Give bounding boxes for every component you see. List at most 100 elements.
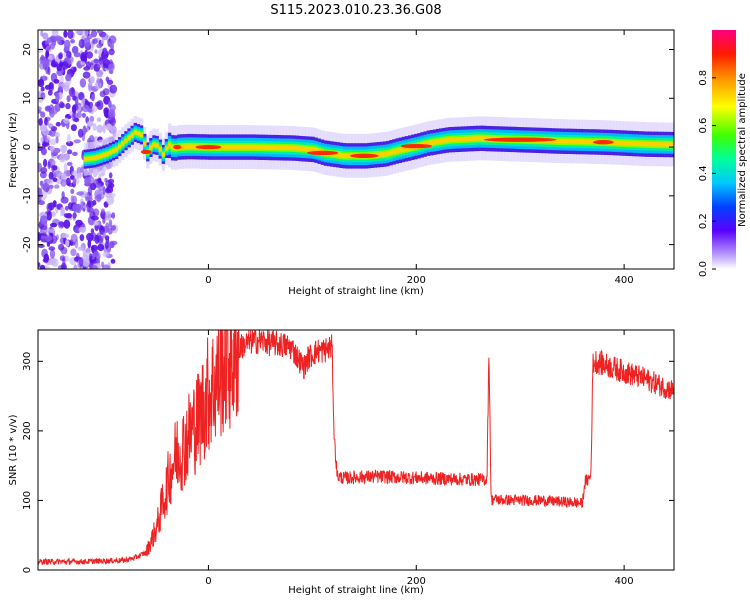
heatmap-ridge-cell [641, 141, 646, 147]
heatmap-noise-cell [82, 71, 91, 79]
heatmap-ridge-cell [342, 153, 346, 158]
heatmap-ridge-cell [136, 132, 141, 136]
heatmap-noise-cell [86, 51, 93, 59]
heatmap-ridge-cell [666, 142, 671, 147]
heatmap-noise-cell [90, 182, 97, 191]
heatmap-ridge-cell [295, 146, 300, 151]
heatmap-noise-cell [63, 162, 68, 173]
heatmap-ridge-cell [105, 152, 109, 156]
heatmap-noise-cell [52, 165, 58, 171]
heatmap-noise-cell [44, 116, 51, 122]
heatmap-noise-cell [108, 219, 113, 228]
heatmap-peak-cell [483, 137, 557, 142]
spectrogram-panel: 0 200 400 -20 -10 0 10 20 Height of straight l… [8, 29, 675, 297]
heatmap-noise-cell [77, 92, 85, 101]
heatmap-noise-cell [88, 101, 94, 109]
heatmap-ridge-cell [267, 145, 272, 150]
heatmap-noise-cell [92, 123, 97, 131]
heatmap-ridge-cell [336, 152, 340, 157]
heatmap-noise-cell [73, 264, 78, 269]
colorbar-gradient [712, 30, 736, 269]
heatmap-noise-cell [89, 211, 93, 217]
heatmap-ridge-cell [476, 136, 480, 141]
heatmap-ridge-cell [171, 145, 175, 150]
heatmap-ridge-cell [638, 141, 643, 146]
heatmap-peak-cell [307, 150, 339, 156]
heatmap-noise-cell [100, 172, 104, 177]
heatmap-noise-cell [67, 149, 73, 155]
heatmap-ridge-cell [339, 153, 343, 158]
heatmap-noise-cell [40, 75, 48, 82]
x-tick-label: 200 [407, 576, 426, 587]
heatmap-ridge-cell [186, 144, 190, 149]
heatmap-noise-cell [86, 232, 94, 242]
heatmap-noise-cell [71, 46, 79, 54]
heatmap-ridge-cell [286, 145, 290, 151]
heatmap-noise-cell [91, 253, 95, 260]
heatmap-noise-cell [70, 248, 77, 257]
heatmap-ridge-cell [401, 147, 406, 152]
heatmap-ridge-cell [442, 138, 446, 143]
x-tick-label: 0 [205, 576, 211, 587]
heatmap-noise-cell [62, 257, 66, 267]
heatmap-ridge-cell [567, 139, 571, 144]
heatmap-ridge-cell [277, 145, 281, 150]
heatmap-ridge-cell [245, 144, 250, 150]
heatmap-noise-cell [108, 63, 114, 70]
heatmap-noise-cell [46, 178, 54, 185]
heatmap-ridge-cell [167, 143, 172, 148]
heatmap-ridge-cell [644, 141, 649, 147]
heatmap-ridge-cell [139, 133, 144, 137]
spectrogram-y-ticks: -20 -10 0 10 20 [22, 43, 674, 253]
heatmap-noise-cell [99, 90, 106, 98]
heatmap-noise-cell [91, 93, 95, 102]
heatmap-noise-cell [50, 222, 57, 228]
heatmap-noise-cell [49, 249, 56, 259]
heatmap-noise-cell [81, 112, 86, 118]
heatmap-noise-cell [76, 172, 83, 179]
heatmap-noise-cell [110, 225, 117, 231]
heatmap-noise-cell [38, 262, 41, 268]
heatmap-ridge-cell [155, 143, 159, 148]
heatmap-ridge-cell [345, 153, 349, 158]
heatmap-peak-cell [400, 143, 432, 149]
heatmap-ridge-cell [298, 146, 303, 151]
heatmap-noise-cell [64, 205, 69, 211]
heatmap-noise-cell [69, 241, 76, 246]
heatmap-noise-cell [48, 82, 54, 90]
heatmap-noise-cell [58, 39, 62, 45]
heatmap-noise-cell [102, 123, 106, 134]
heatmap-noise-cell [54, 184, 60, 189]
heatmap-noise-cell [38, 142, 41, 147]
spectrogram-heatmap [38, 30, 674, 269]
heatmap-noise-cell [50, 211, 56, 217]
heatmap-noise-cell [59, 154, 66, 163]
snr-x-label: Height of straight line (km) [288, 585, 424, 596]
heatmap-noise-cell [43, 158, 48, 168]
heatmap-noise-cell [109, 39, 114, 50]
heatmap-ridge-cell [404, 146, 409, 151]
heatmap-ridge-cell [83, 157, 88, 161]
heatmap-noise-cell [72, 104, 79, 111]
colorbar-tick-label: 0.8 [698, 70, 709, 86]
heatmap-ridge-cell [445, 137, 449, 143]
heatmap-noise-cell [58, 53, 63, 60]
heatmap-noise-cell [72, 151, 78, 156]
heatmap-noise-cell [66, 95, 71, 103]
heatmap-noise-cell [87, 239, 92, 249]
heatmap-ridge-cell [261, 145, 265, 150]
heatmap-noise-cell [44, 44, 51, 52]
heatmap-noise-cell [77, 128, 84, 138]
heatmap-noise-cell [40, 111, 46, 118]
heatmap-ridge-cell [451, 137, 455, 142]
heatmap-ridge-cell [570, 139, 574, 144]
heatmap-ridge-cell [180, 144, 184, 150]
heatmap-noise-cell [63, 39, 71, 50]
heatmap-noise-cell [54, 132, 60, 138]
heatmap-noise-cell [55, 93, 60, 103]
heatmap-ridge-cell [479, 136, 484, 141]
heatmap-noise-cell [74, 30, 83, 35]
heatmap-ridge-cell [663, 142, 667, 147]
heatmap-ridge-cell [114, 147, 119, 152]
